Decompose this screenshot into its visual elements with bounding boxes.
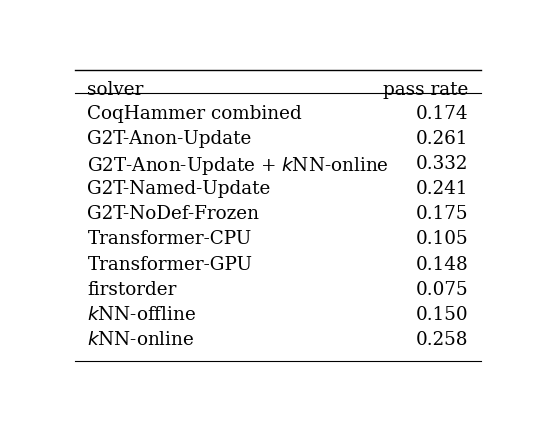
Text: 0.175: 0.175 [415,205,468,223]
Text: G2T-NoDef-Frozen: G2T-NoDef-Frozen [88,205,260,223]
Text: 0.332: 0.332 [416,155,468,173]
Text: firstorder: firstorder [88,281,177,299]
Text: G2T-Anon-Update + $k$NN-online: G2T-Anon-Update + $k$NN-online [88,155,389,177]
Text: 0.174: 0.174 [415,104,468,123]
Text: G2T-Named-Update: G2T-Named-Update [88,180,271,198]
Text: Transformer-GPU: Transformer-GPU [88,255,253,273]
Text: 0.150: 0.150 [415,306,468,324]
Text: 0.258: 0.258 [415,331,468,349]
Text: 0.241: 0.241 [415,180,468,198]
Text: pass rate: pass rate [383,81,468,99]
Text: 0.261: 0.261 [415,130,468,148]
Text: $k$NN-online: $k$NN-online [88,331,195,349]
Text: Transformer-CPU: Transformer-CPU [88,230,252,249]
Text: $k$NN-offline: $k$NN-offline [88,306,197,324]
Text: CoqHammer combined: CoqHammer combined [88,104,302,123]
Text: 0.075: 0.075 [415,281,468,299]
Text: G2T-Anon-Update: G2T-Anon-Update [88,130,252,148]
Text: 0.105: 0.105 [415,230,468,249]
Text: 0.148: 0.148 [415,255,468,273]
Text: solver: solver [88,81,144,99]
